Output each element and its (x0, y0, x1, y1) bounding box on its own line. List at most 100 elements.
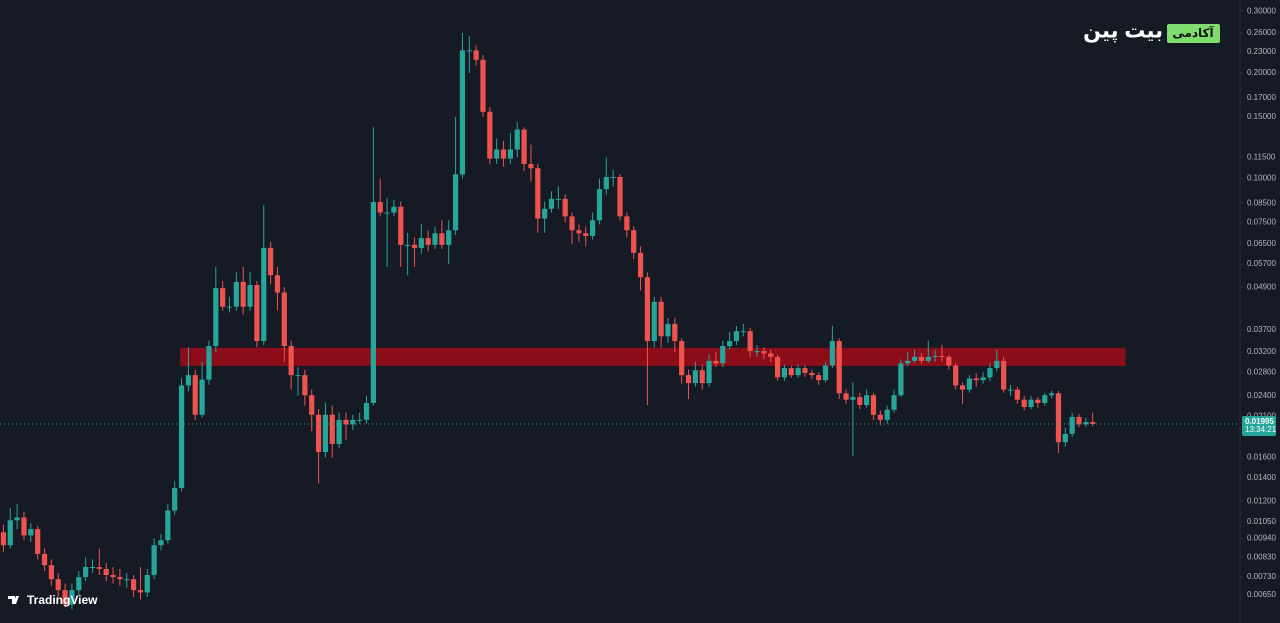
candle-body (795, 368, 801, 376)
y-tick-label: 0.17000 (1247, 93, 1276, 102)
candle-body (233, 281, 239, 307)
candle-body (274, 275, 281, 293)
candle-body (905, 360, 911, 364)
y-tick-label: 0.05700 (1247, 259, 1276, 268)
y-tick-label: 0.01600 (1247, 453, 1276, 462)
candle-body (994, 360, 1000, 369)
candle-body (35, 529, 41, 554)
candle-body (295, 375, 301, 377)
candle-body (740, 331, 746, 333)
candle-body (384, 212, 390, 214)
candle-body (843, 393, 849, 400)
y-tick-label: 0.01050 (1247, 517, 1276, 526)
candle-body (864, 395, 870, 406)
candle-body (151, 545, 157, 576)
plot-area (0, 33, 1240, 610)
candle-body (288, 345, 294, 376)
y-tick-label: 0.03700 (1247, 325, 1276, 334)
price-label-box (1242, 416, 1276, 437)
candle-body (1062, 433, 1068, 443)
candle-body (1069, 416, 1075, 434)
candle-body (877, 414, 883, 420)
candle-body (494, 149, 500, 159)
y-tick-label: 0.00650 (1247, 590, 1276, 599)
candle-body (932, 355, 938, 357)
y-tick-label: 0.06500 (1247, 239, 1276, 248)
candle-body (836, 341, 842, 394)
candle-body (548, 198, 555, 209)
candle-body (158, 540, 164, 546)
logo-tag-box (1167, 24, 1220, 43)
candle-body (699, 370, 705, 384)
candle-body (103, 568, 109, 576)
candle-body (322, 414, 329, 452)
candle-body (220, 288, 226, 307)
candle-body (603, 177, 609, 190)
candle-body (281, 292, 287, 346)
candle-body (589, 220, 596, 236)
candle-body (425, 238, 431, 245)
candle-body (514, 129, 520, 150)
candle-body (185, 375, 192, 386)
candle-body (713, 360, 719, 364)
candle-body (14, 517, 20, 521)
candle-body (898, 363, 904, 396)
y-tick-label: 0.15000 (1247, 112, 1276, 121)
candle-body (507, 149, 513, 159)
candle-body (357, 419, 363, 421)
candle-body (1014, 389, 1020, 400)
y-tick-label: 0.10000 (1247, 174, 1276, 183)
candle-body (644, 277, 651, 342)
candle-body (343, 419, 349, 425)
candle-body (500, 149, 507, 159)
candle-body (939, 355, 945, 357)
candle-body (651, 301, 657, 342)
candle-body (980, 377, 986, 381)
candle-body (48, 565, 54, 580)
candle-body (1028, 399, 1034, 408)
candle-body (911, 356, 918, 361)
candle-body (1007, 389, 1014, 391)
candle-body (1083, 422, 1089, 425)
candle-body (925, 356, 931, 361)
y-tick-label: 0.20000 (1247, 68, 1276, 77)
y-tick-label: 0.02800 (1247, 367, 1276, 376)
y-tick-label: 0.04900 (1247, 282, 1276, 291)
candle-body (542, 208, 548, 219)
candle-body (631, 230, 637, 253)
candle-body (953, 365, 959, 386)
brand-logo: آکادمی بیت پین (1083, 20, 1220, 43)
y-tick-label: 0.00940 (1247, 534, 1276, 543)
candle-body (973, 378, 979, 381)
candle-body (1076, 416, 1082, 425)
candle-body (117, 577, 123, 580)
candle-body (76, 577, 82, 591)
candle-body (1001, 360, 1007, 390)
candle-body (959, 385, 966, 390)
candle-body (596, 189, 603, 221)
candle-body (391, 206, 397, 213)
candle-body (685, 375, 692, 384)
candle-body (850, 397, 856, 400)
candle-body (966, 378, 972, 390)
candle-body (62, 590, 68, 605)
candle-body (405, 244, 411, 246)
candle-body (315, 414, 322, 452)
candle-body (96, 567, 102, 569)
logo-name: بیت پین (1083, 20, 1163, 43)
candle-body (809, 372, 815, 376)
candle-body (761, 351, 767, 354)
candle-body (774, 356, 781, 378)
candle-body (370, 202, 376, 404)
y-tick-label: 0.00830 (1247, 553, 1276, 562)
candle-body (363, 403, 370, 420)
candle-body (788, 368, 794, 376)
candle-body (624, 216, 630, 231)
countdown: 13:34:21 (1245, 425, 1277, 434)
candle-body (439, 233, 445, 245)
candle-body (240, 281, 246, 307)
candle-body (891, 395, 897, 410)
candle-body (1042, 395, 1048, 404)
candle-body (411, 244, 418, 248)
tradingview-logo: TradingView (8, 593, 98, 607)
